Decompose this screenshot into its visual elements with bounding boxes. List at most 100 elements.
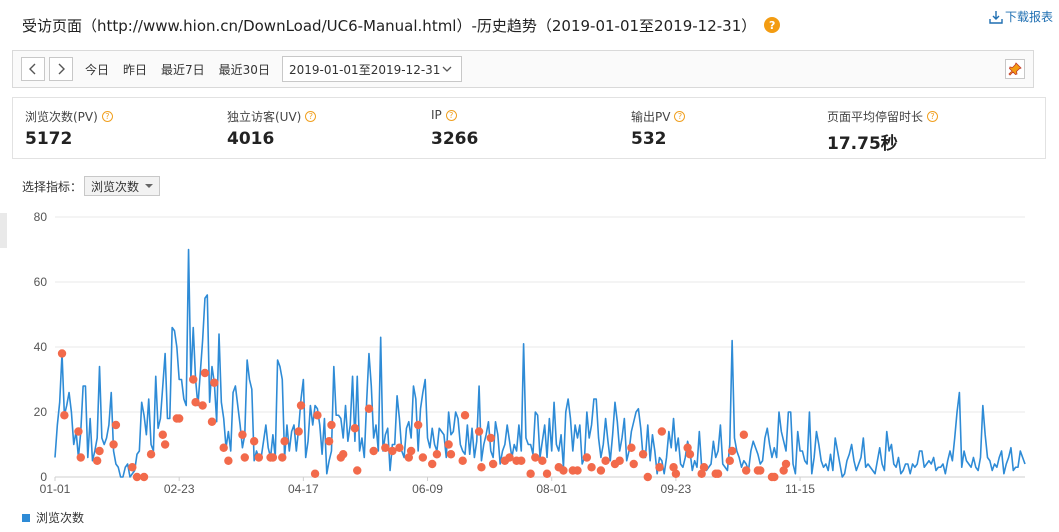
data-marker [294,427,303,436]
page-title: 受访页面（http://www.hion.cn/DownLoad/UC6-Man… [22,16,757,35]
data-marker [146,450,156,459]
data-marker [139,472,149,482]
metric-select[interactable]: 浏览次数 [84,176,161,196]
next-period-button[interactable] [49,57,73,81]
title-row: 受访页面（http://www.hion.cn/DownLoad/UC6-Man… [22,10,1052,40]
data-marker [531,453,540,462]
metric-value: 532 [631,129,667,149]
legend-swatch [22,513,30,522]
data-marker [57,349,67,358]
chart-legend[interactable]: 浏览次数 [22,509,84,526]
x-tick-label: 04-17 [288,482,319,496]
data-marker [601,456,610,465]
data-marker [338,450,348,459]
metrics-panel: 浏览次数(PV)? 5172 独立访客(UV)? 4016 IP? 3266 输… [12,97,1046,159]
data-marker [596,466,606,475]
data-marker [458,456,467,465]
help-icon[interactable]: ? [305,111,317,122]
trend-chart: 0 20 40 60 80 01-01 02-23 04-17 06-09 08-01 09-23 1… [34,210,1026,496]
data-marker [486,433,495,443]
metric-label: 浏览次数(PV) [25,110,98,124]
quick-range-yesterday[interactable]: 昨日 [123,62,148,77]
metric-value: 17.75秒 [827,134,898,154]
x-tick-label: 09-23 [661,482,692,496]
x-tick-label: 06-09 [412,482,443,496]
data-marker [296,401,306,410]
metric-value: 5172 [25,129,73,149]
data-marker [76,453,85,462]
quick-range-today[interactable]: 今日 [85,62,110,77]
data-marker [526,469,535,478]
data-marker [128,463,137,472]
data-marker [404,453,413,462]
data-marker [413,420,423,430]
data-marker [756,466,765,475]
data-marker [697,469,706,478]
data-marker [655,463,664,472]
date-toolbar: 今日 昨日 最近7日 最近30日 2019-01-01至2019-12-31 [12,50,1034,88]
x-tick-label: 01-01 [40,482,71,496]
prev-period-button[interactable] [21,57,45,81]
data-marker [132,472,142,482]
data-marker [74,427,83,436]
chevron-right-icon [58,63,65,75]
data-marker [219,443,228,452]
data-marker [278,453,287,462]
data-marker [573,466,582,475]
metric-selector: 选择指标： 浏览次数 [22,176,161,196]
data-marker [627,443,636,452]
data-marker [713,469,723,478]
data-marker [629,459,638,469]
data-marker [657,427,667,436]
data-marker [587,463,596,472]
data-marker [160,440,170,449]
data-marker [727,446,737,456]
data-marker [406,446,416,456]
data-marker [741,466,751,475]
data-marker [174,414,184,423]
data-marker [432,450,442,459]
data-marker [699,463,709,472]
data-marker [158,430,167,439]
data-marker [369,446,378,456]
quick-range-last30[interactable]: 最近30日 [218,62,270,77]
data-marker [280,437,289,446]
data-marker [460,411,470,420]
data-marker [327,420,336,430]
metric-select-value: 浏览次数 [91,179,140,194]
help-icon[interactable]: ? [445,109,457,121]
data-marker [240,453,249,462]
data-marker [683,443,692,452]
download-report-button[interactable]: 下载报表 [989,8,1053,25]
x-tick-label: 11-15 [785,482,815,496]
help-icon[interactable]: ? [674,111,686,122]
download-label: 下载报表 [1004,10,1053,24]
data-marker [779,466,788,475]
data-marker [770,472,779,482]
data-marker [207,417,217,426]
data-marker [238,430,247,439]
chevron-left-icon [29,63,36,75]
y-tick-label: 0 [40,470,47,484]
data-marker [781,459,791,469]
y-tick-label: 20 [34,405,48,419]
x-tick-label: 02-23 [164,482,195,496]
y-tick-label: 60 [34,275,48,289]
data-marker [538,456,547,465]
help-icon[interactable]: ? [764,17,781,33]
help-icon[interactable]: ? [927,111,939,122]
metric-label: IP [431,108,442,122]
data-marker [111,420,121,430]
quick-range-last7[interactable]: 最近7日 [161,62,205,77]
metric-label: 独立访客(UV) [227,110,302,124]
data-marker [60,411,69,420]
data-marker [191,398,200,407]
data-marker [109,440,118,449]
pin-button[interactable] [1005,59,1025,79]
pin-icon [1008,62,1022,76]
metric-label: 输出PV [631,110,671,124]
data-marker [395,443,404,452]
help-icon[interactable]: ? [101,111,113,122]
metric-label: 页面平均停留时长 [827,110,924,124]
date-range-select[interactable]: 2019-01-01至2019-12-31 [281,56,462,82]
